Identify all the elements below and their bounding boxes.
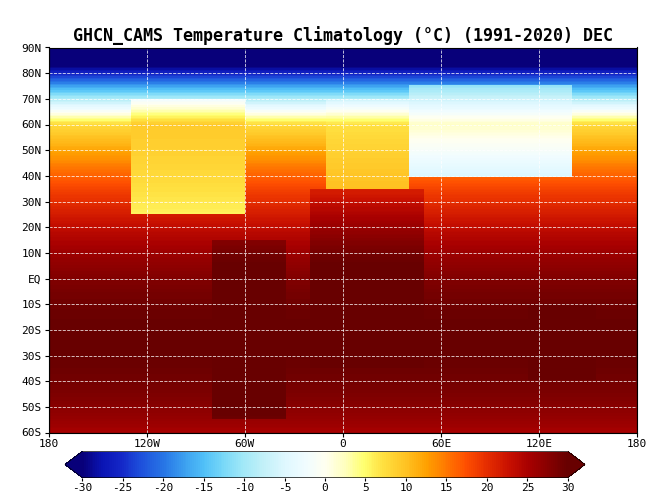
PathPatch shape <box>568 452 585 477</box>
Title: GHCN_CAMS Temperature Climatology (°C) (1991-2020) DEC: GHCN_CAMS Temperature Climatology (°C) (… <box>73 26 613 44</box>
PathPatch shape <box>65 452 82 477</box>
